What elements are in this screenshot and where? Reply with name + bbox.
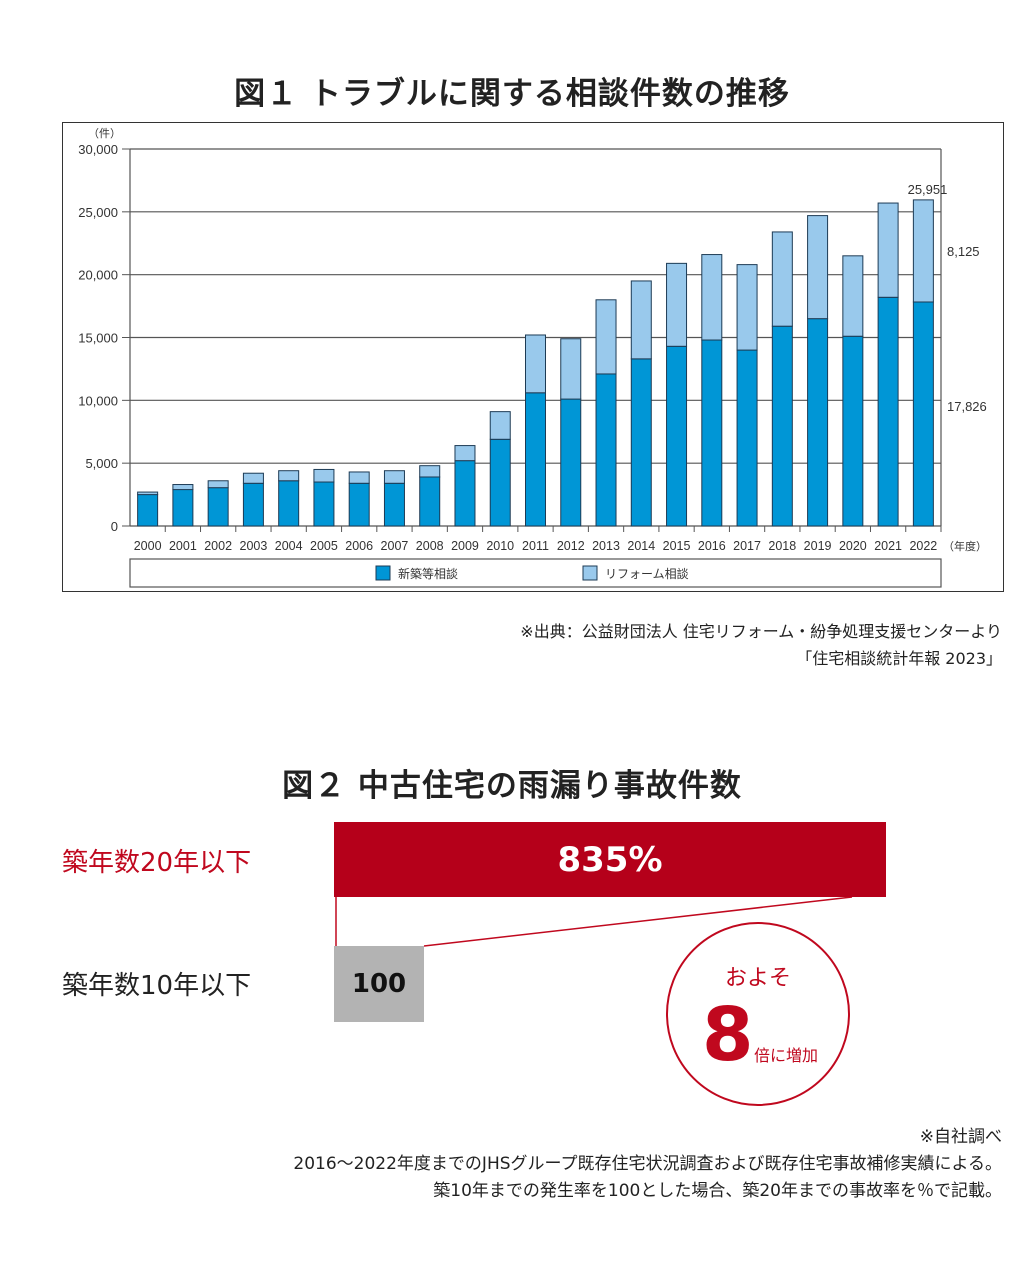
bar-reform-2000 — [137, 491, 159, 496]
legend-label: 新築等相談 — [398, 566, 458, 581]
source-line: 「住宅相談統計年報 2023」 — [796, 649, 1002, 668]
figure2-title: 図２ 中古住宅の雨漏り事故件数 — [282, 768, 742, 804]
x-tick-label: 2020 — [839, 539, 867, 553]
annotation-total: 25,951 — [908, 182, 948, 197]
figure2-notes: ※自社調べ 2016～2022年度までのJHSグループ既存住宅状況調査および既存… — [293, 1124, 1002, 1205]
bar-reform-2021 — [877, 202, 899, 298]
callout-approx: およそ — [724, 966, 791, 991]
x-tick-label: 2001 — [169, 539, 197, 553]
x-tick-label: 2003 — [240, 539, 268, 553]
bar-reform-2008 — [419, 465, 441, 478]
bar-reform-2009 — [454, 445, 476, 462]
bar-20yr: 835% — [334, 822, 886, 897]
x-tick-label: 2010 — [486, 539, 514, 553]
chart1-svg: 0 5,000 10,000 15,000 20,000 25,000 30,000 （件） 2… — [78, 127, 987, 588]
y-tick-label: 25,000 — [78, 205, 118, 220]
bar-reform-2017 — [736, 264, 758, 351]
bar-reform-2007 — [383, 470, 405, 484]
callout-circle: およそ 8 倍に増加 — [666, 922, 850, 1106]
bar-reform-2003 — [242, 472, 264, 484]
x-tick-label: 2007 — [381, 539, 409, 553]
bar-reform-2010 — [489, 411, 511, 440]
bar-reform-2013 — [595, 299, 617, 375]
x-tick-label: 2006 — [345, 539, 373, 553]
bar-reform-2020 — [842, 255, 864, 337]
bar-20yr-label: 835% — [557, 839, 663, 880]
x-tick-label: 2018 — [768, 539, 796, 553]
x-tick-label: 2008 — [416, 539, 444, 553]
note-line: 2016～2022年度までのJHSグループ既存住宅状況調査および既存住宅事故補修… — [293, 1154, 1002, 1174]
x-axis-unit: （年度） — [943, 539, 987, 553]
bar-reform-2022 — [912, 199, 934, 303]
legend-swatch — [375, 565, 391, 581]
y-tick-label: 0 — [111, 519, 118, 534]
y-tick-label: 5,000 — [85, 456, 118, 471]
chart1-frame: 0 5,000 10,000 15,000 20,000 25,000 30,000 （件） 2… — [62, 122, 1004, 592]
callout-suffix: 倍に増加 — [754, 1046, 819, 1065]
legend-swatch — [582, 565, 598, 581]
x-tick-label: 2014 — [627, 539, 655, 553]
x-tick-label: 2013 — [592, 539, 620, 553]
bar-10yr-label: 100 — [351, 969, 407, 999]
bar-reform-2006 — [348, 471, 370, 484]
figure1-source: ※出典：公益財団法人 住宅リフォーム・紛争処理支援センターより 「住宅相談統計年… — [520, 618, 1002, 672]
bar-reform-2014 — [630, 280, 652, 360]
row-label-10yr: 築年数10年以下 — [62, 971, 252, 1001]
bar-reform-2002 — [207, 480, 229, 489]
x-tick-label: 2022 — [909, 539, 937, 553]
x-tick-label: 2012 — [557, 539, 585, 553]
y-tick-label: 20,000 — [78, 268, 118, 283]
note-line: ※自社調べ — [919, 1127, 1002, 1147]
x-tick-label: 2005 — [310, 539, 338, 553]
bar-reform-2001 — [172, 484, 194, 491]
x-tick-label: 2004 — [275, 539, 303, 553]
bar-reform-2005 — [313, 468, 335, 483]
y-axis-unit: （件） — [88, 127, 121, 140]
x-tick-label: 2016 — [698, 539, 726, 553]
y-tick-label: 30,000 — [78, 142, 118, 157]
x-tick-label: 2002 — [204, 539, 232, 553]
bar-reform-2018 — [771, 231, 793, 327]
source-line: ※出典：公益財団法人 住宅リフォーム・紛争処理支援センターより — [520, 622, 1002, 641]
note-line: 築10年までの発生率を100とした場合、築20年までの事故率を％で記載。 — [433, 1181, 1002, 1201]
bar-reform-2015 — [666, 262, 688, 347]
row-label-20yr: 築年数20年以下 — [62, 848, 252, 878]
bar-reform-2004 — [278, 470, 300, 482]
annotation-new: 17,826 — [947, 399, 987, 414]
bar-10yr: 100 — [334, 946, 424, 1022]
y-tick-label: 15,000 — [78, 331, 118, 346]
x-tick-label: 2015 — [663, 539, 691, 553]
bar-reform-2012 — [560, 338, 582, 400]
x-tick-label: 2021 — [874, 539, 902, 553]
connector-diagonal — [423, 896, 853, 947]
x-tick-label: 2009 — [451, 539, 479, 553]
x-tick-label: 2019 — [804, 539, 832, 553]
y-tick-label: 10,000 — [78, 393, 118, 408]
figure1-title: 図１ トラブルに関する相談件数の推移 — [234, 76, 790, 112]
bar-reform-2019 — [807, 215, 829, 320]
bar-reform-2016 — [701, 254, 723, 341]
annotation-reform: 8,125 — [947, 244, 980, 259]
callout-multiple: 8 — [702, 992, 754, 1078]
x-tick-label: 2011 — [522, 539, 549, 553]
bar-reform-2011 — [525, 334, 546, 394]
x-tick-label: 2000 — [134, 539, 162, 553]
x-tick-label: 2017 — [733, 539, 761, 553]
legend-box — [129, 558, 942, 588]
legend-label: リフォーム相談 — [605, 566, 689, 581]
